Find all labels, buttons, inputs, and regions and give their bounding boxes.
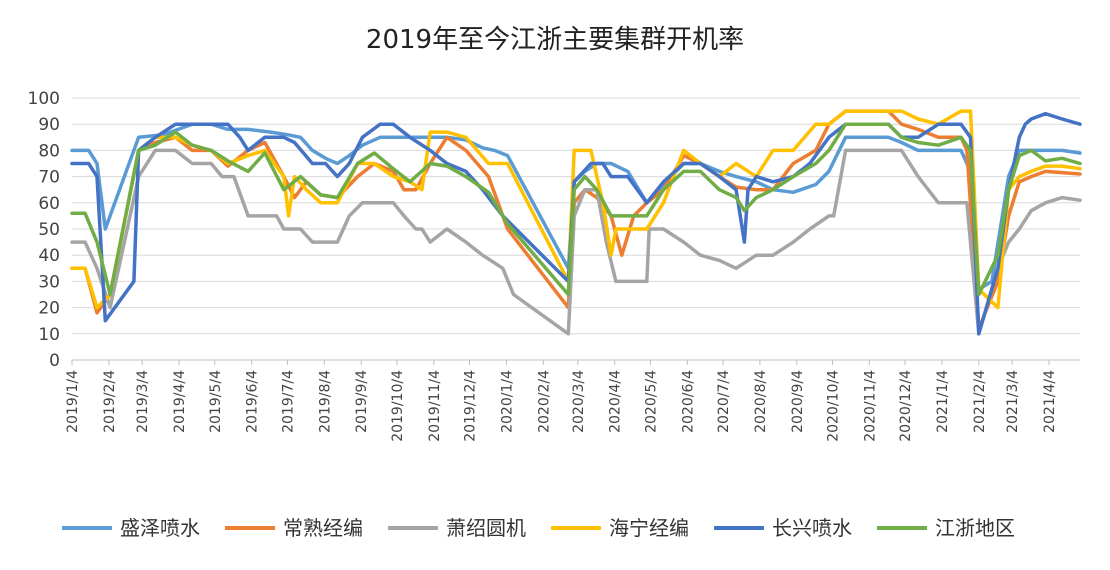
legend-label: 萧绍圆机 <box>446 516 526 540</box>
series-line-4 <box>70 109 1082 310</box>
y-tick-label: 100 <box>28 89 60 109</box>
y-tick-label: 50 <box>38 220 60 240</box>
x-tick-label: 2019/8/4 <box>317 370 333 433</box>
x-tick-label: 2019/4/4 <box>172 370 188 433</box>
series-line-6 <box>70 122 1082 297</box>
y-tick-label: 40 <box>38 246 60 266</box>
y-tick-label: 10 <box>38 325 60 345</box>
legend-label: 常熟经编 <box>283 516 363 540</box>
series-line-3 <box>70 148 1082 336</box>
x-tick-label: 2020/10/4 <box>825 370 841 442</box>
y-tick-label: 30 <box>38 272 60 292</box>
y-tick-label: 20 <box>38 299 60 319</box>
y-tick-label: 80 <box>38 141 60 161</box>
x-tick-label: 2020/5/4 <box>643 370 659 433</box>
x-tick-label: 2019/10/4 <box>390 370 406 442</box>
x-tick-label: 2019/3/4 <box>135 370 151 433</box>
y-tick-label: 90 <box>38 115 60 135</box>
gridlines <box>72 97 1080 361</box>
x-tick-label: 2020/6/4 <box>680 370 696 433</box>
x-tick-label: 2020/1/4 <box>499 370 515 433</box>
x-tick-label: 2019/9/4 <box>354 370 370 433</box>
x-tick-label: 2019/5/4 <box>208 370 224 433</box>
x-tick-label: 2020/2/4 <box>536 370 552 433</box>
x-tick-label: 2019/1/4 <box>65 370 81 433</box>
x-tick-label: 2021/1/4 <box>935 370 951 433</box>
series-line-2 <box>70 109 1082 331</box>
y-axis: 0 10 20 30 40 50 60 70 80 90 100 <box>28 89 60 371</box>
x-tick-label: 2019/6/4 <box>245 370 261 433</box>
legend: 盛泽喷水 常熟经编 萧绍圆机 海宁经编 长兴喷水 江浙地区 <box>62 516 1015 540</box>
series-line-1 <box>70 122 1082 292</box>
x-tick-label: 2020/3/4 <box>571 370 587 433</box>
series-line-5 <box>70 111 1082 336</box>
x-tick-label: 2020/12/4 <box>898 370 914 442</box>
x-tick-label: 2020/8/4 <box>753 370 769 433</box>
x-tick-label: 2019/2/4 <box>102 370 118 433</box>
y-tick-label: 0 <box>49 351 60 371</box>
x-tick-label: 2020/9/4 <box>790 370 806 433</box>
x-tick-label: 2021/4/4 <box>1042 370 1058 433</box>
legend-label: 江浙地区 <box>935 516 1015 540</box>
y-tick-label: 70 <box>38 168 60 188</box>
y-tick-label: 60 <box>38 194 60 214</box>
x-tick-label: 2019/11/4 <box>427 370 443 442</box>
x-axis: 2019/1/4 2019/2/4 2019/3/4 2019/4/4 2019/5/4… <box>65 359 1080 442</box>
legend-label: 海宁经编 <box>609 516 689 540</box>
x-tick-label: 2021/2/4 <box>972 370 988 433</box>
x-tick-label: 2020/11/4 <box>862 370 878 442</box>
legend-label: 长兴喷水 <box>772 516 852 540</box>
series-lines <box>70 109 1082 336</box>
x-tick-label: 2020/7/4 <box>716 370 732 433</box>
legend-label: 盛泽喷水 <box>120 516 200 540</box>
x-tick-label: 2019/7/4 <box>280 370 296 433</box>
x-tick-label: 2020/4/4 <box>608 370 624 433</box>
chart-title: 2019年至今江浙主要集群开机率 <box>366 25 744 55</box>
x-tick-label: 2021/3/4 <box>1005 370 1021 433</box>
x-tick-label: 2019/12/4 <box>462 370 478 442</box>
